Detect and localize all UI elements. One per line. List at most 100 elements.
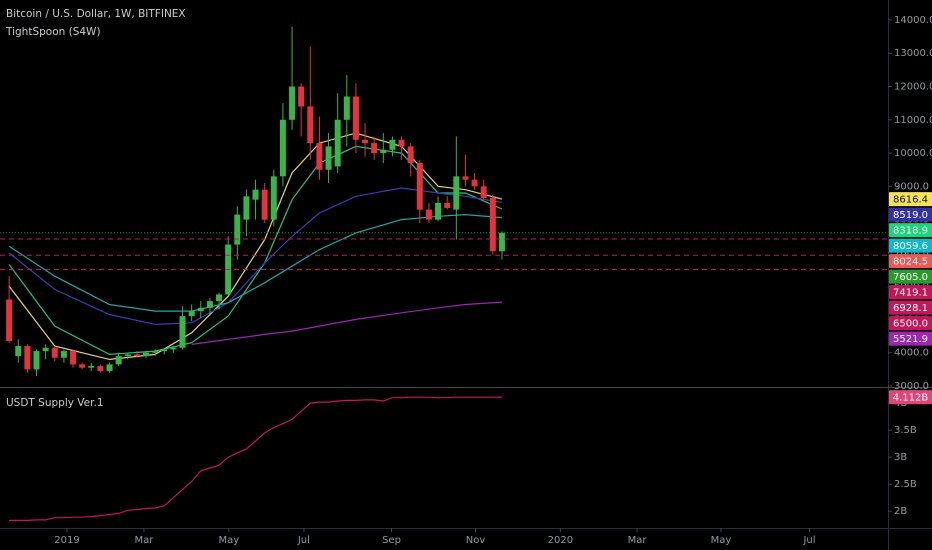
candle-body bbox=[498, 232, 505, 252]
candle-body bbox=[206, 301, 213, 308]
y-tick-label: 3.5B bbox=[894, 425, 917, 436]
price-badge bbox=[889, 300, 932, 315]
supply-line bbox=[9, 396, 503, 522]
price-badge bbox=[889, 331, 932, 346]
price-badge-label: 8318.9 bbox=[893, 226, 928, 237]
candle-body bbox=[453, 176, 460, 210]
candle-body bbox=[362, 139, 369, 144]
candle-body bbox=[252, 189, 259, 200]
price-badge bbox=[889, 223, 932, 238]
candle-body bbox=[416, 163, 423, 210]
candle-body bbox=[97, 366, 104, 372]
candle-body bbox=[216, 294, 223, 302]
candle-body bbox=[398, 139, 405, 147]
y-tick-label: 3000.0 bbox=[894, 381, 929, 392]
x-tick-label: Sep bbox=[382, 535, 401, 546]
candle-body bbox=[261, 189, 268, 220]
candle-body bbox=[444, 202, 451, 208]
candle-body bbox=[480, 186, 487, 198]
candle-body bbox=[70, 351, 77, 365]
candle-body bbox=[270, 176, 277, 220]
value-badge bbox=[889, 390, 932, 405]
candle-body bbox=[489, 197, 496, 252]
candle-body bbox=[42, 347, 49, 352]
price-badge-label: 6928.1 bbox=[893, 303, 928, 314]
chart-title: Bitcoin / U.S. Dollar, 1W, BITFINEX bbox=[6, 8, 186, 20]
y-tick-label: 13000.0 bbox=[894, 48, 932, 59]
candle-body bbox=[343, 96, 350, 120]
candle-body bbox=[325, 146, 332, 170]
price-badge bbox=[889, 192, 932, 207]
x-tick-label: Mar bbox=[134, 535, 154, 546]
candle-body bbox=[179, 316, 186, 348]
candle-body bbox=[462, 176, 469, 180]
y-tick-label: 2B bbox=[894, 506, 907, 517]
marks: 3000.04000.05000.06000.07000.08000.09000… bbox=[0, 15, 932, 546]
price-badge-label: 6500.0 bbox=[893, 319, 928, 330]
candle-body bbox=[289, 86, 296, 120]
indicator-title: TightSpoon (S4W) bbox=[5, 26, 101, 38]
price-badge-label: 8616.4 bbox=[893, 195, 928, 206]
y-tick-label: 9000.0 bbox=[894, 181, 929, 192]
candle-body bbox=[133, 354, 140, 357]
candle-body bbox=[170, 347, 177, 350]
overlay: 8616.4 8519.0 8318.9 8059.6 8024.5 7605.0 7419… bbox=[889, 192, 932, 405]
candle-body bbox=[15, 346, 22, 357]
price-badge bbox=[889, 269, 932, 284]
lower-pane-title: USDT Supply Ver.1 bbox=[6, 397, 104, 409]
y-tick-label: 10000.0 bbox=[894, 148, 932, 159]
x-tick-label: Jul bbox=[297, 535, 310, 546]
candle-body bbox=[334, 119, 341, 167]
y-tick-label: 2.5B bbox=[894, 479, 917, 490]
moving-average bbox=[8, 145, 503, 356]
candle-body bbox=[143, 352, 150, 357]
moving-average bbox=[8, 213, 503, 312]
x-tick-label: May bbox=[711, 535, 732, 546]
x-tick-label: Jul bbox=[802, 535, 815, 546]
x-tick-label: 2019 bbox=[54, 535, 79, 546]
candle-body bbox=[115, 356, 122, 365]
candle-body bbox=[243, 196, 250, 220]
candle-body bbox=[124, 354, 131, 357]
y-tick-label: 4000.0 bbox=[894, 348, 929, 359]
y-tick-label: 3B bbox=[894, 452, 907, 463]
price-badge-label: 8519.0 bbox=[893, 210, 928, 221]
candle-body bbox=[60, 351, 67, 358]
candle-body bbox=[389, 139, 396, 150]
value-badge-label: 4.112B bbox=[893, 393, 929, 404]
x-tick-label: Mar bbox=[628, 535, 648, 546]
candle-body bbox=[79, 364, 86, 368]
candle-body bbox=[435, 202, 442, 220]
price-badge bbox=[889, 285, 932, 300]
candle-body bbox=[352, 96, 359, 140]
candle-body bbox=[6, 299, 13, 342]
y-tick-label: 7000.0 bbox=[894, 248, 929, 259]
candle-body bbox=[425, 209, 432, 220]
candle-body bbox=[316, 143, 323, 170]
y-tick-label: 12000.0 bbox=[894, 82, 932, 93]
candle-body bbox=[51, 347, 58, 358]
y-tick-label: 11000.0 bbox=[894, 115, 932, 126]
candle-body bbox=[234, 214, 241, 245]
price-badge-label: 8059.6 bbox=[893, 241, 928, 252]
candle-body bbox=[161, 349, 168, 352]
candle-body bbox=[471, 179, 478, 187]
candle-body bbox=[298, 86, 305, 107]
candle-body bbox=[188, 311, 195, 317]
candle-body bbox=[380, 149, 387, 154]
price-badge bbox=[889, 254, 932, 269]
price-badge bbox=[889, 238, 932, 253]
price-badge bbox=[889, 316, 932, 331]
candle-body bbox=[33, 351, 40, 370]
candle-body bbox=[307, 106, 314, 144]
moving-average bbox=[191, 301, 503, 345]
x-tick-label: 2020 bbox=[548, 535, 573, 546]
candle-body bbox=[24, 346, 31, 370]
price-badge-label: 7605.0 bbox=[893, 272, 928, 283]
candle-body bbox=[407, 146, 414, 164]
candle-body bbox=[197, 307, 204, 312]
candle-body bbox=[371, 143, 378, 154]
